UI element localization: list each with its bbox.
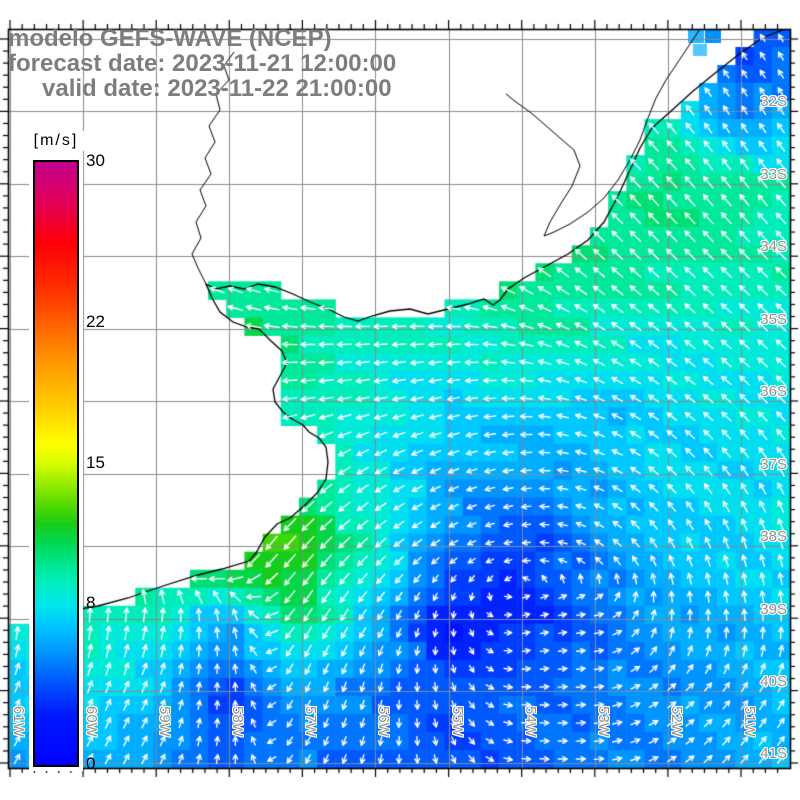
colorbar-tick-15: 15: [86, 452, 105, 472]
colorbar-tick-8: 8: [86, 593, 96, 613]
colorbar-tick-30: 30: [86, 151, 105, 170]
lon-label-56W: 56W: [375, 706, 392, 737]
lon-label-54W: 54W: [522, 706, 539, 737]
lon-label-61W: 61W: [10, 706, 27, 737]
lon-label-60W: 60W: [83, 706, 100, 737]
lat-label-36S: 36S: [760, 383, 787, 400]
lon-label-53W: 53W: [595, 706, 612, 737]
lon-label-55W: 55W: [449, 706, 466, 737]
lon-label-52W: 52W: [668, 706, 685, 737]
lat-label-34S: 34S: [760, 238, 787, 255]
lat-label-39S: 39S: [760, 601, 787, 618]
colorbar-tick-0: 0: [86, 754, 96, 773]
lon-label-57W: 57W: [302, 706, 319, 737]
colorbar-gradient: [33, 160, 79, 767]
lon-label-59W: 59W: [156, 706, 173, 737]
lat-label-37S: 37S: [760, 456, 787, 473]
lat-label-35S: 35S: [760, 311, 787, 328]
lat-label-33S: 33S: [760, 166, 787, 183]
lat-label-41S: 41S: [760, 745, 787, 762]
lat-label-32S: 32S: [760, 93, 787, 110]
lat-label-38S: 38S: [760, 528, 787, 545]
colorbar-unit-label: [m/s]: [27, 131, 85, 151]
lon-label-51W: 51W: [741, 706, 758, 737]
lat-label-40S: 40S: [760, 673, 787, 690]
colorbar-tick-22: 22: [86, 311, 105, 331]
lon-label-58W: 58W: [229, 706, 246, 737]
